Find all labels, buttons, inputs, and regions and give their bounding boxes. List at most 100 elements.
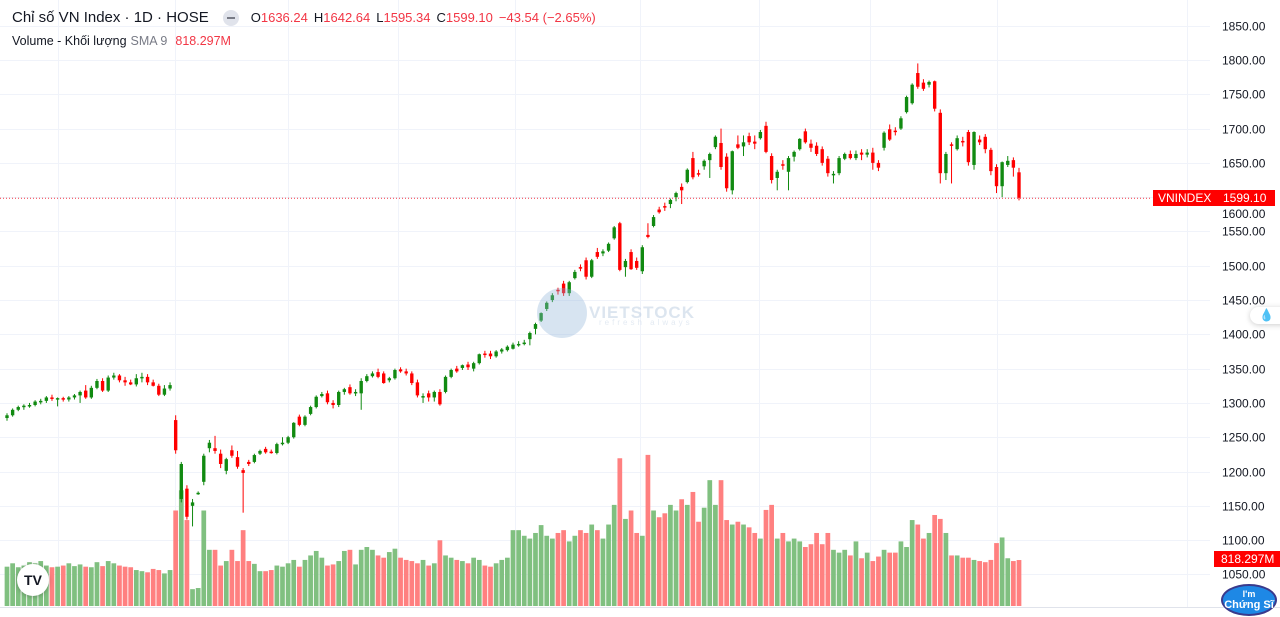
candle: [477, 353, 481, 365]
candle-body: [106, 377, 110, 391]
candle: [39, 398, 43, 405]
candle: [876, 160, 881, 172]
candle-body: [550, 295, 555, 301]
candle-body: [640, 247, 644, 272]
candle-body: [353, 391, 358, 394]
volume-bar: [178, 490, 184, 606]
volume-bar: [538, 525, 544, 606]
candles: [5, 63, 1021, 527]
volume-bar: [774, 538, 780, 606]
candle-body: [426, 393, 431, 398]
volume-bar: [364, 547, 370, 606]
candle: [769, 153, 774, 184]
volume-bar: [859, 558, 864, 606]
volume-bar: [741, 524, 746, 606]
volume-bar: [892, 552, 898, 606]
candle-body: [235, 457, 240, 467]
volume-bar: [437, 540, 443, 606]
candle: [719, 128, 723, 170]
candle-body: [522, 342, 526, 345]
candle: [426, 390, 431, 402]
volume-bar: [55, 566, 60, 606]
candle: [955, 135, 959, 151]
tradingview-logo[interactable]: TV: [17, 564, 49, 596]
candle: [173, 415, 178, 454]
volume-bar: [448, 557, 454, 606]
candle-body: [545, 302, 549, 309]
candle: [910, 83, 914, 105]
volume-bar: [49, 567, 55, 606]
volume-bar: [122, 566, 128, 606]
volume-bar: [561, 530, 566, 606]
volume-label[interactable]: Volume - Khối lượng: [12, 34, 127, 48]
volume-bar: [634, 532, 640, 606]
collapse-minus-icon[interactable]: [222, 9, 239, 26]
candle-body: [590, 260, 594, 277]
volume-bar: [218, 565, 224, 606]
candle: [977, 135, 982, 146]
candle: [803, 128, 808, 144]
candle-body: [977, 139, 982, 143]
volume-bar: [145, 572, 150, 606]
candle: [455, 365, 459, 373]
candle-body: [803, 131, 808, 143]
candle-body: [432, 391, 436, 398]
candle: [545, 301, 549, 312]
candle: [927, 80, 931, 88]
volume-bar: [83, 566, 89, 606]
candle-body: [258, 450, 262, 454]
symbol-title[interactable]: Chỉ số VN Index · 1D · HOSE: [12, 9, 209, 26]
candle: [72, 394, 77, 400]
candle-body: [932, 81, 937, 109]
volume-bar: [887, 552, 893, 606]
droplet-sparkle-icon[interactable]: 💧: [1250, 307, 1280, 324]
change-value: −43.54 (−2.65%): [498, 10, 596, 25]
candle: [623, 258, 628, 277]
candle-body: [179, 463, 183, 499]
volume-bar: [758, 538, 763, 606]
volume-bar: [111, 563, 117, 606]
volume-bar: [656, 517, 662, 606]
candle: [129, 379, 133, 386]
candle-body: [635, 260, 639, 268]
candle: [663, 202, 667, 211]
candle: [33, 400, 37, 407]
volume-bar: [1016, 560, 1022, 606]
volume-bar: [1011, 561, 1016, 606]
candle-body: [876, 162, 881, 168]
candle-body: [410, 373, 414, 384]
candle-body: [578, 267, 583, 269]
candle-body: [348, 387, 352, 394]
volume-bar: [904, 547, 909, 606]
candle: [325, 390, 330, 405]
volume-bar: [701, 507, 707, 606]
candle: [140, 372, 144, 383]
badge-line1: I'm: [1242, 589, 1256, 599]
candle-body: [736, 144, 740, 148]
candle-body: [994, 166, 999, 187]
candle: [753, 135, 757, 150]
candle-body: [882, 132, 886, 148]
candle: [292, 422, 296, 439]
volume-bar: [673, 510, 679, 606]
candle-body: [949, 144, 954, 146]
volume-bar: [229, 549, 235, 606]
candle: [854, 150, 858, 161]
candle-body: [10, 409, 15, 416]
volume-tag: 818.297M: [1214, 551, 1280, 567]
candle-body: [404, 371, 408, 374]
chung-si-badge[interactable]: I'm Chứng Sĩ: [1221, 584, 1277, 616]
price-tick-label: 1500.00: [1222, 260, 1266, 274]
candle: [387, 376, 391, 383]
candle-body: [393, 370, 397, 379]
price-axis[interactable]: 1850.00 1800.00 1750.00 1700.00 1650.00 1600.…: [1222, 20, 1266, 582]
candle-body: [916, 73, 920, 87]
candle-body: [455, 368, 459, 372]
volume-bar: [403, 559, 409, 606]
candle: [522, 339, 526, 346]
candle-body: [162, 388, 167, 395]
candle-body: [466, 364, 470, 368]
price-tick-label: 1750.00: [1222, 88, 1266, 102]
volume-bar: [296, 566, 302, 606]
